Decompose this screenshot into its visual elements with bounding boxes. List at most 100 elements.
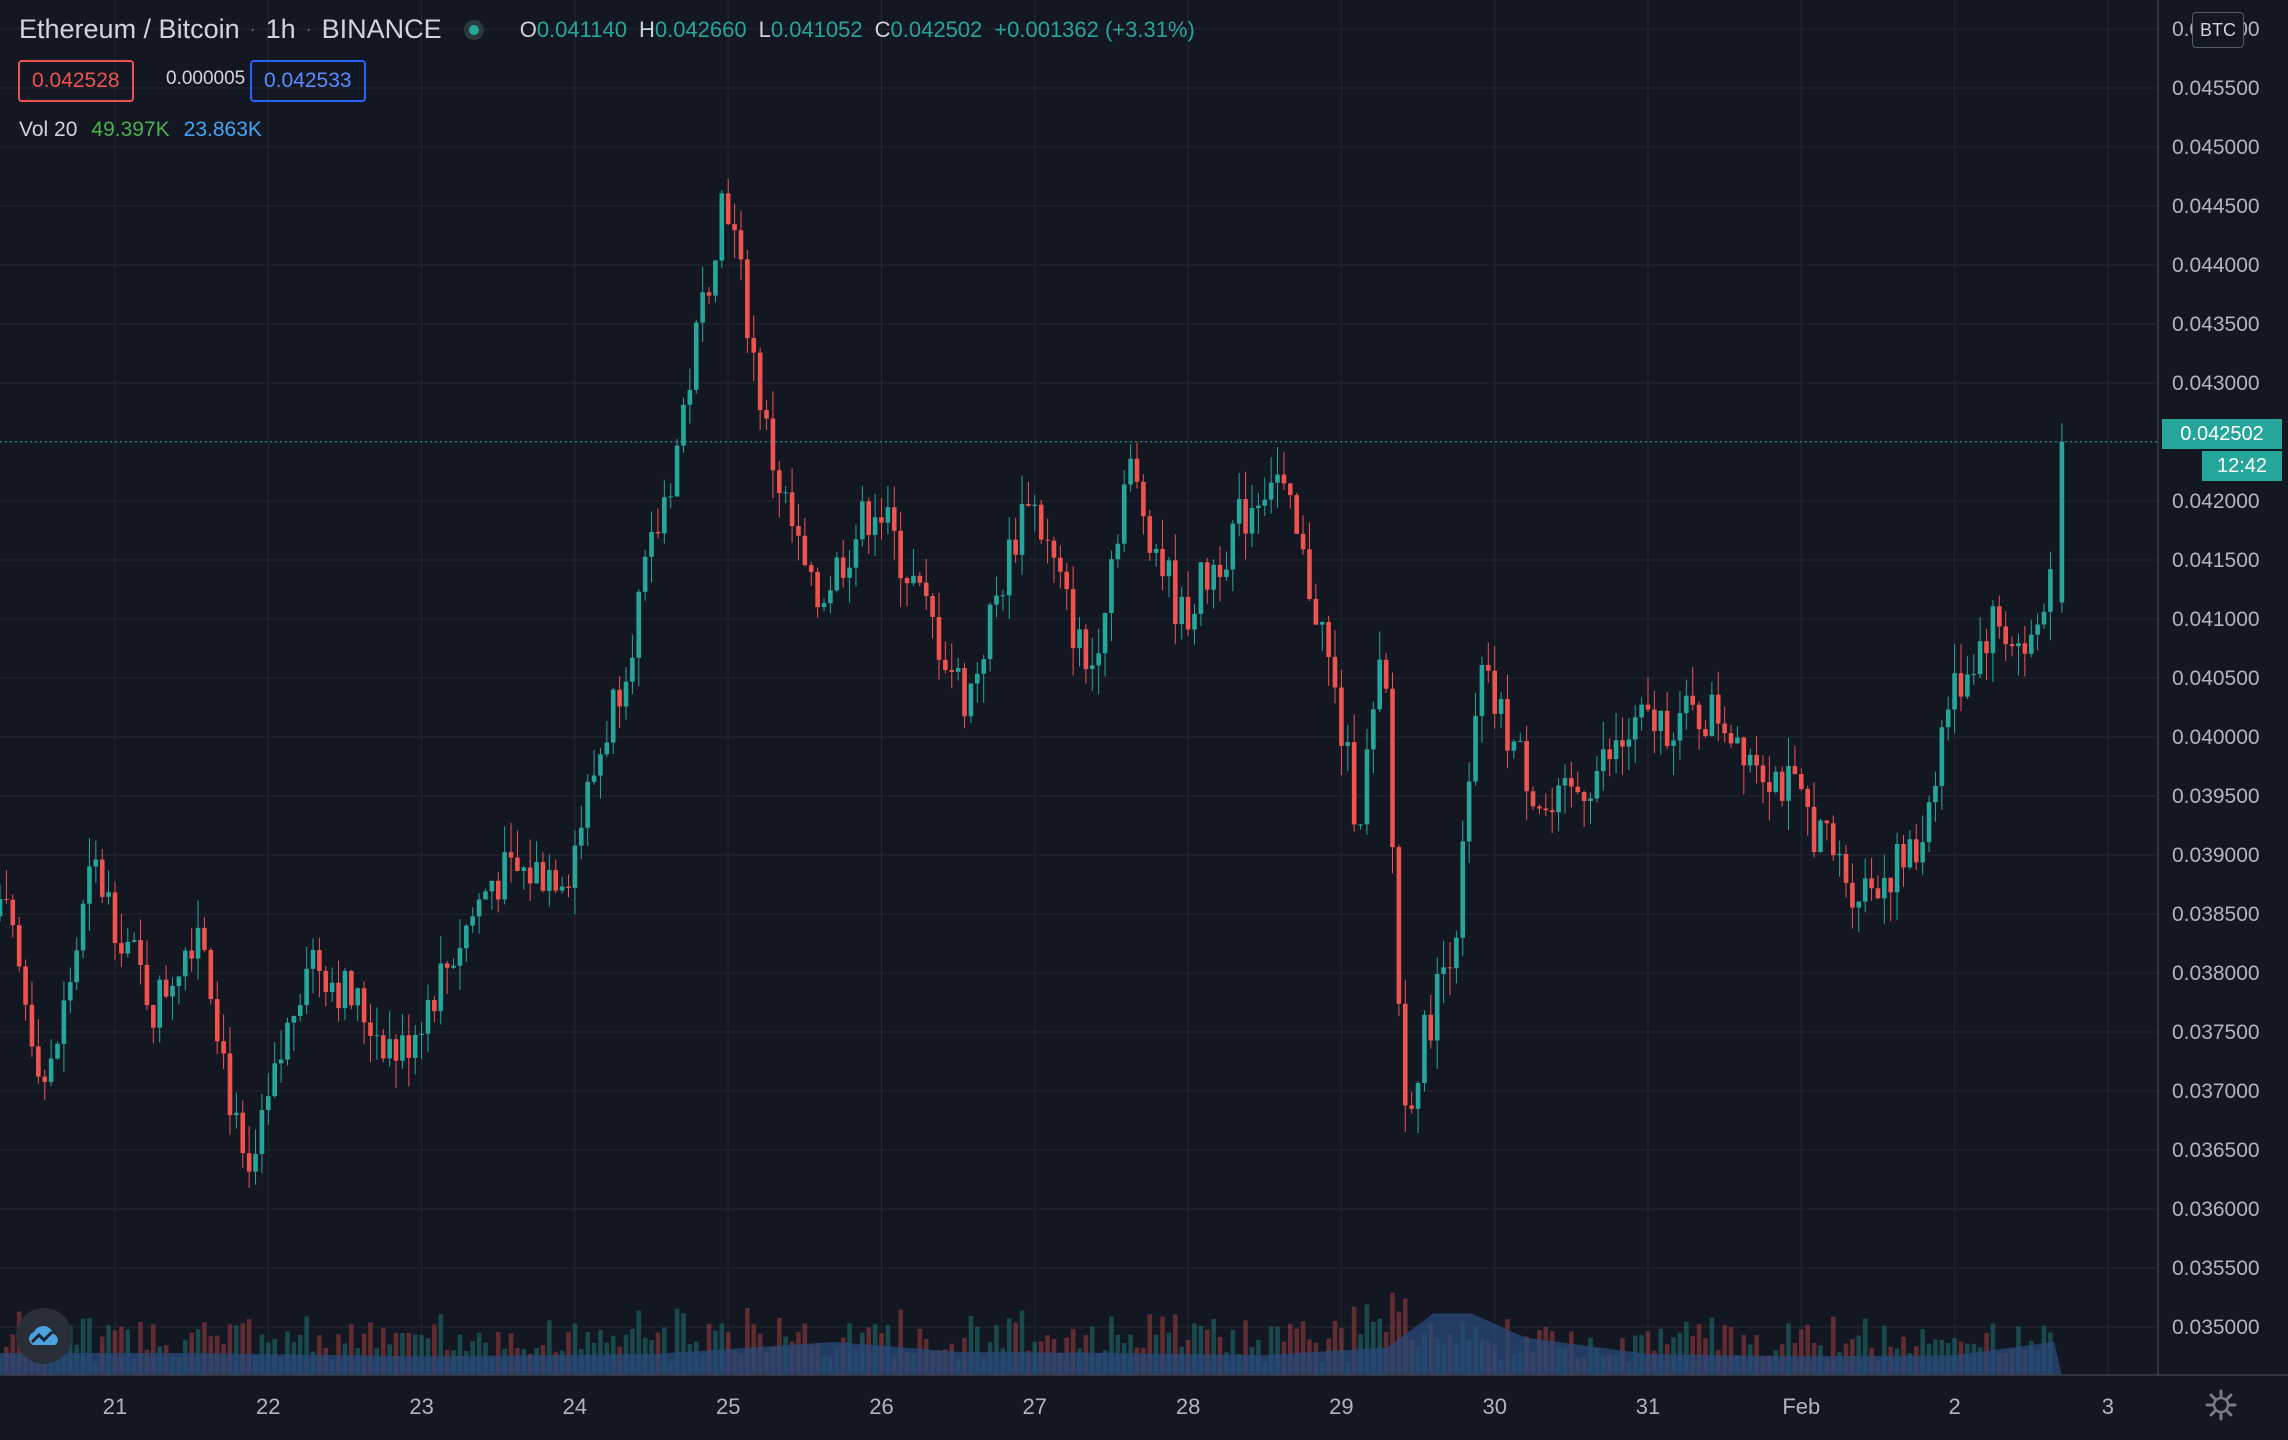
candle-body: [777, 470, 782, 494]
candle-body: [1179, 596, 1185, 625]
legend-separator: ·: [249, 19, 256, 39]
volume-bar: [125, 1329, 131, 1375]
candle-body: [1313, 598, 1319, 625]
candle-body: [1920, 842, 1925, 863]
candle-body: [725, 193, 731, 225]
candle-body: [521, 867, 527, 871]
volume-bar: [1160, 1316, 1165, 1375]
candle-body: [451, 965, 456, 968]
volume-bar: [572, 1323, 578, 1375]
currency-badge[interactable]: BTC: [2192, 12, 2244, 48]
candle-body: [1083, 629, 1089, 670]
candle-body: [425, 1000, 431, 1034]
candle-body: [1690, 695, 1696, 705]
candle-body: [74, 950, 79, 983]
candle-body: [1128, 458, 1133, 485]
candle-body: [1901, 843, 1906, 868]
candle-body: [1045, 539, 1050, 541]
volume-bar: [87, 1317, 92, 1375]
time-tick-label: 30: [1482, 1394, 1506, 1419]
candle-body: [802, 535, 808, 566]
candle-body: [1230, 523, 1236, 570]
candle-body: [1569, 778, 1574, 787]
candle-body: [2028, 634, 2034, 654]
candle-body: [176, 976, 182, 987]
candle-body: [674, 445, 680, 497]
candle-body: [1402, 1003, 1408, 1106]
candle-body: [119, 943, 124, 954]
time-tick-label: 25: [716, 1394, 740, 1419]
volume-bar: [1856, 1335, 1862, 1375]
volume-bar: [361, 1333, 367, 1375]
candle-body: [936, 616, 942, 660]
candle-body: [1581, 792, 1587, 802]
candle-body: [1524, 741, 1529, 792]
volume-ma-value: 23.863K: [183, 118, 262, 141]
sell-price-button[interactable]: 0.042528: [18, 60, 134, 102]
candle-body: [649, 531, 654, 557]
candle-body: [789, 492, 795, 527]
candle-body: [1307, 549, 1312, 599]
volume-bar: [1990, 1323, 1996, 1375]
candle-body: [495, 880, 501, 900]
candle-body: [1505, 699, 1510, 751]
candle-body: [406, 1035, 412, 1058]
candle-body: [336, 982, 341, 1009]
volume-bar: [1658, 1328, 1664, 1375]
candle-body: [304, 968, 309, 1006]
buy-price-button[interactable]: 0.042533: [250, 60, 366, 102]
candle-body: [246, 1153, 252, 1172]
candle-body: [949, 669, 955, 672]
volume-bar: [368, 1322, 373, 1375]
volume-bar: [119, 1326, 124, 1375]
candle-body: [1913, 839, 1919, 863]
candle-body: [380, 1035, 386, 1059]
volume-bar: [112, 1330, 118, 1375]
time-tick-label: 22: [256, 1394, 280, 1419]
candle-body: [170, 986, 175, 997]
candle-body: [1958, 673, 1964, 697]
candle-body: [821, 603, 827, 608]
volume-bar: [336, 1334, 341, 1375]
volume-bar: [304, 1316, 309, 1375]
interval-label[interactable]: 1h: [265, 14, 296, 44]
price-tick-label: 0.035000: [2172, 1316, 2260, 1339]
candle-body: [968, 683, 974, 717]
candle-body: [1543, 808, 1549, 811]
candle-body: [374, 1035, 380, 1037]
symbol-name[interactable]: Ethereum / Bitcoin: [19, 14, 240, 44]
exchange-label: BINANCE: [321, 14, 442, 44]
candle-body: [1339, 687, 1344, 746]
candle-body: [553, 869, 559, 891]
candle-body: [1824, 820, 1830, 824]
candle-body: [1722, 723, 1727, 734]
candle-body: [630, 657, 635, 682]
gear-icon[interactable]: [2203, 1387, 2239, 1423]
candle-body: [1019, 504, 1025, 555]
candle-body: [1799, 773, 1804, 790]
candle-body: [1594, 771, 1600, 799]
candle-body: [1460, 841, 1466, 938]
candle-body: [1332, 656, 1338, 688]
volume-bar: [1268, 1326, 1274, 1375]
candle-body: [4, 898, 9, 900]
candle-body: [1945, 709, 1951, 728]
candle-body: [1077, 629, 1082, 649]
candle-body: [1728, 733, 1734, 744]
tradingview-cloud-icon[interactable]: [16, 1308, 72, 1364]
candle-body: [1907, 839, 1913, 868]
candle-body: [387, 1039, 392, 1059]
candle-body: [432, 1000, 437, 1012]
candle-body: [1256, 505, 1261, 509]
volume-legend[interactable]: Vol 20 49.397K 23.863K: [19, 118, 262, 142]
volume-bar: [898, 1309, 903, 1375]
volume-bar: [1364, 1304, 1370, 1375]
candle-body: [815, 571, 820, 608]
candle-body: [1185, 596, 1191, 630]
candle-body: [1977, 641, 1983, 675]
candle-body: [738, 230, 744, 260]
candle-body: [1173, 560, 1178, 625]
candle-body: [1709, 694, 1715, 737]
candlestick-series: [0, 178, 2065, 1188]
